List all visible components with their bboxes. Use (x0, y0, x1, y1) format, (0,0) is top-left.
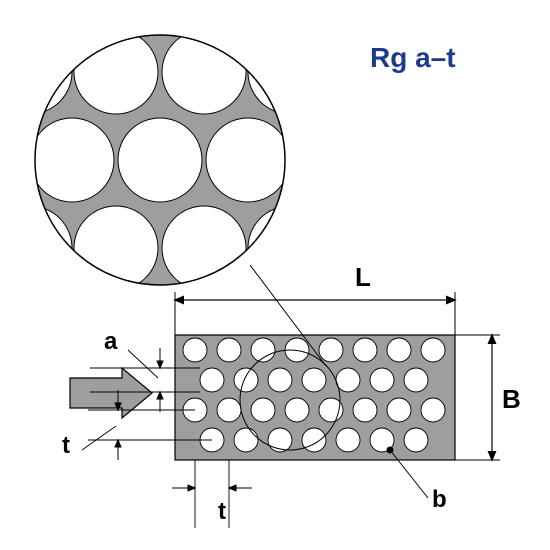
diagram-svg (0, 0, 550, 550)
label-b: b (432, 486, 447, 514)
label-t-vert: t (62, 432, 70, 460)
diagram-title: Rg a–t (370, 42, 456, 74)
direction-arrow (70, 368, 152, 418)
label-B: B (502, 384, 521, 415)
dim-B (455, 335, 500, 460)
dim-t-horizontal (172, 460, 252, 528)
label-t-horiz: t (218, 498, 226, 526)
label-L: L (355, 262, 371, 293)
perforated-sheet (175, 335, 455, 460)
magnified-detail (0, 20, 332, 300)
dim-L (175, 292, 455, 335)
label-a: a (104, 328, 117, 356)
